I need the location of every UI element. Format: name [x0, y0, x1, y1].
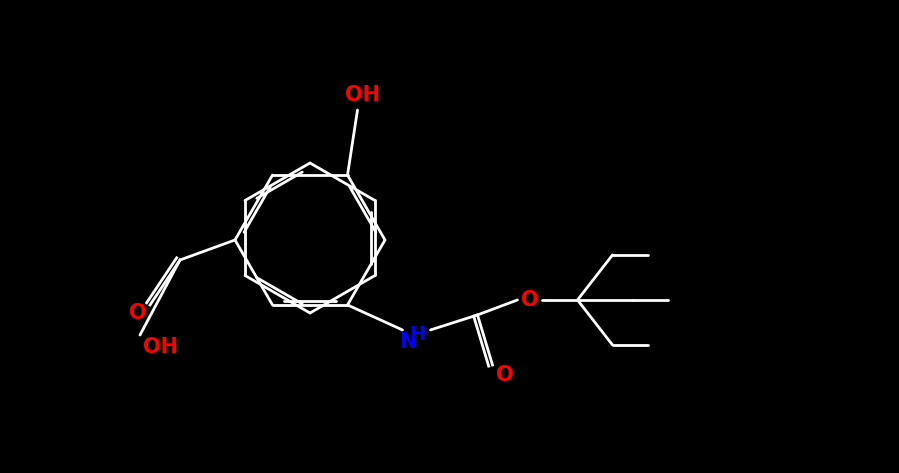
Polygon shape	[235, 175, 385, 305]
Text: OH: OH	[143, 337, 177, 357]
Text: OH: OH	[345, 85, 380, 105]
Text: H: H	[409, 325, 425, 344]
Text: O: O	[129, 303, 147, 323]
Text: O: O	[495, 365, 513, 385]
Text: N: N	[399, 332, 416, 352]
Text: O: O	[521, 290, 539, 310]
